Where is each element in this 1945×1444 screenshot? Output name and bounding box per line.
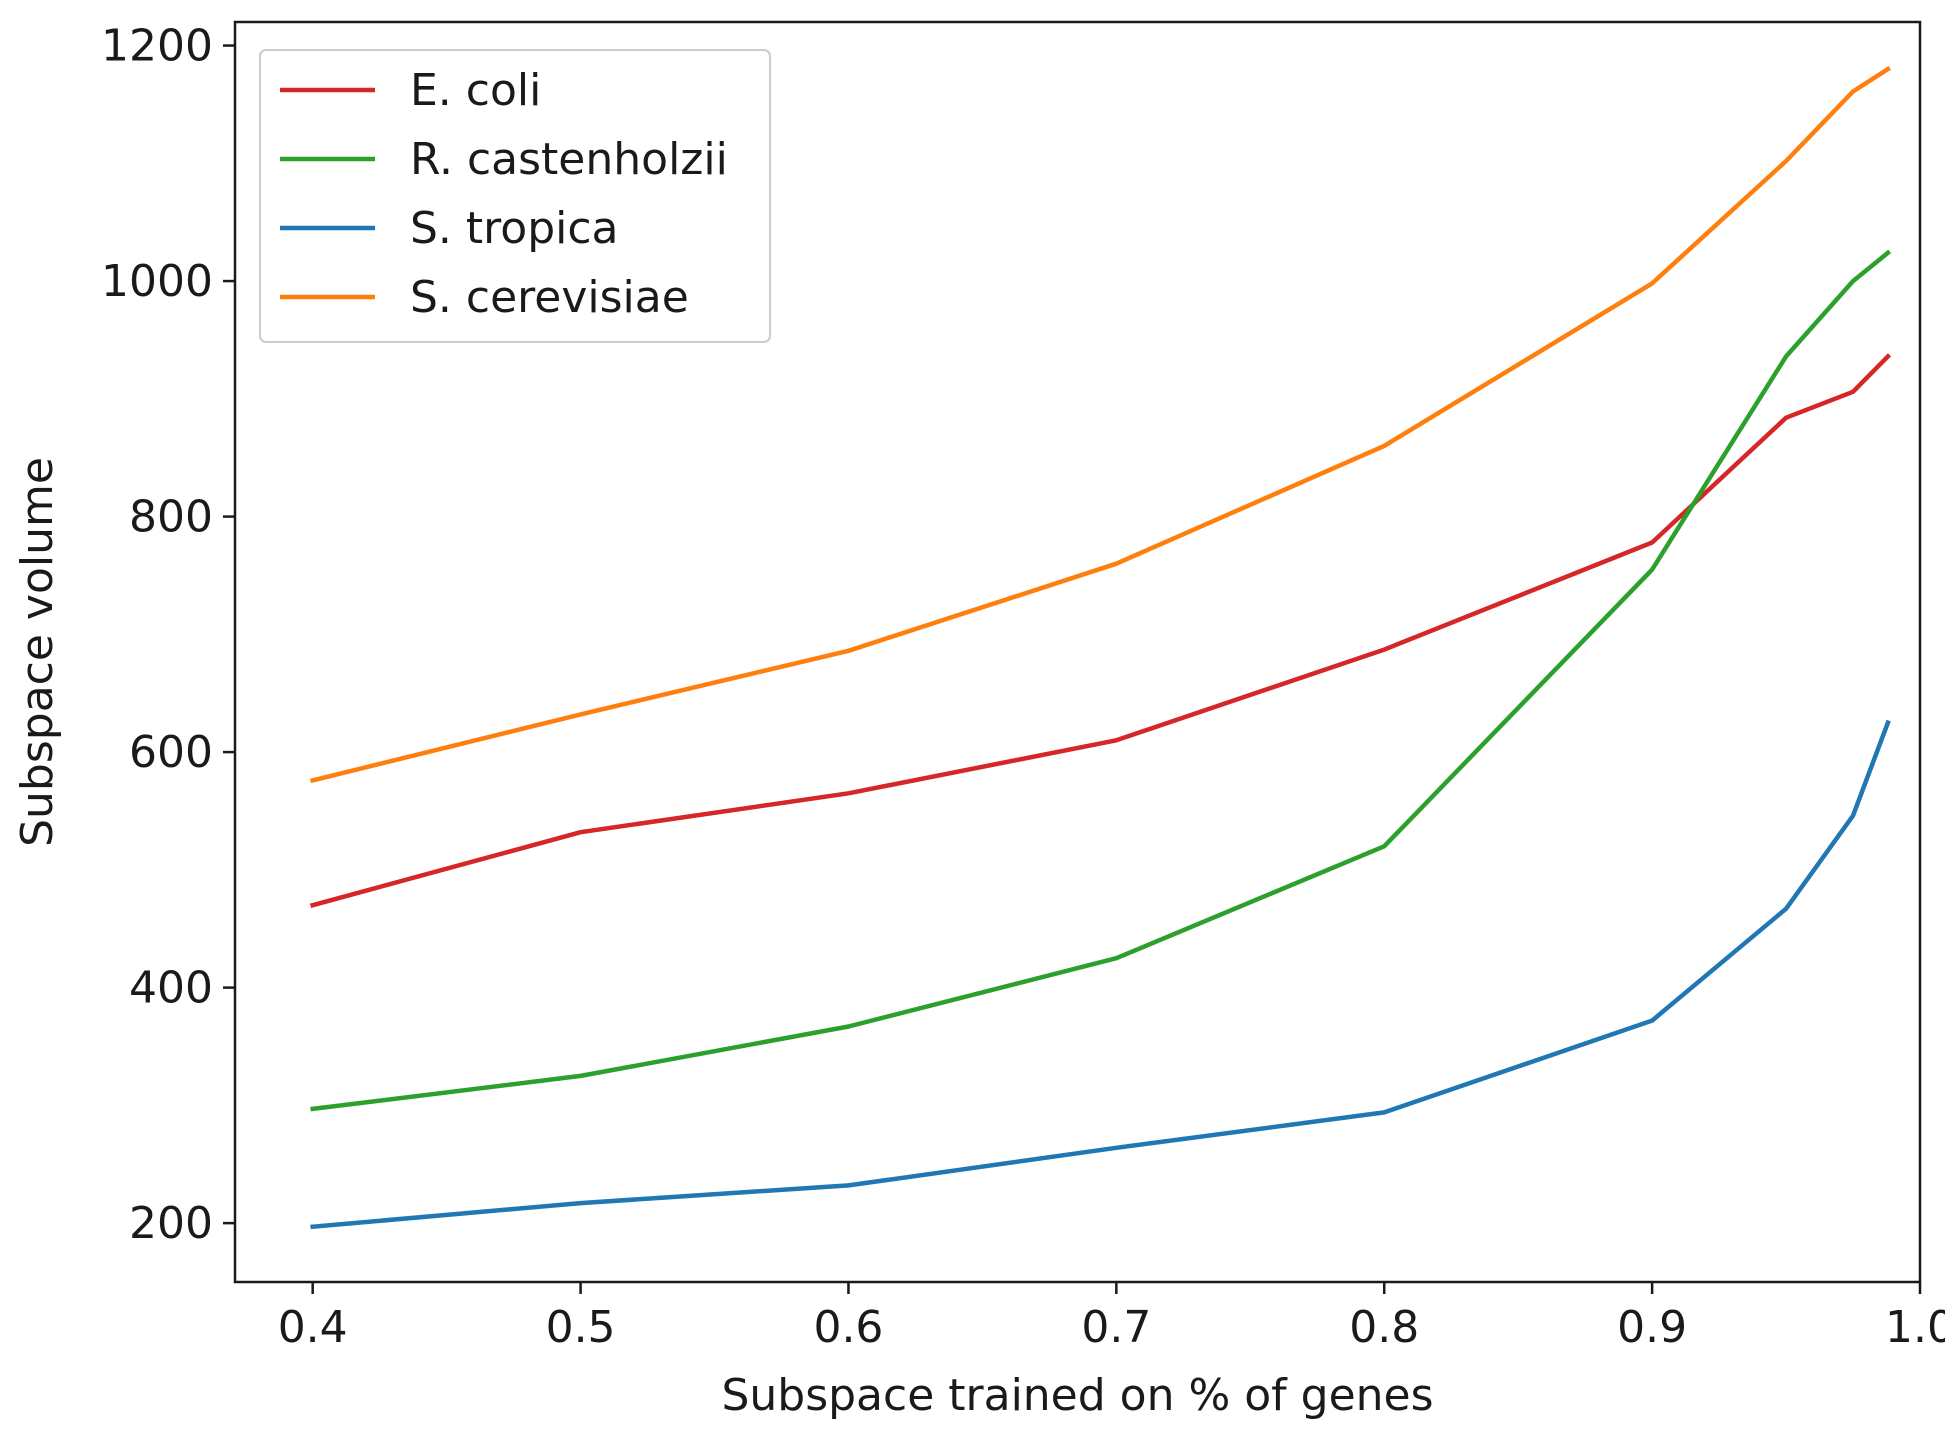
x-tick-label: 0.7 bbox=[1081, 1302, 1151, 1353]
series-line-s-cerevisiae bbox=[309, 65, 1892, 784]
series-line-s-tropica bbox=[310, 719, 1891, 1230]
plot-lines bbox=[309, 65, 1892, 1230]
legend-item: S. cerevisiae bbox=[280, 272, 689, 323]
x-axis: 0.4 0.5 0.6 0.7 0.8 0.9 1.0 bbox=[278, 1282, 1945, 1353]
x-tick-label: 0.5 bbox=[546, 1302, 616, 1353]
x-tick-label: 0.8 bbox=[1349, 1302, 1419, 1353]
y-axis: 200 400 600 800 1000 1200 bbox=[101, 21, 235, 1249]
x-axis-label: Subspace trained on % of genes bbox=[721, 1370, 1433, 1421]
legend-label: S. tropica bbox=[410, 203, 619, 254]
legend-box bbox=[259, 49, 771, 343]
legend-item: E. coli bbox=[280, 65, 541, 116]
series-line-e-coli bbox=[309, 353, 1892, 908]
legend-item: R. castenholzii bbox=[280, 134, 728, 185]
legend-label: E. coli bbox=[410, 65, 541, 116]
legend-item: S. tropica bbox=[280, 203, 619, 254]
x-tick-label: 0.9 bbox=[1617, 1302, 1687, 1353]
x-tick-label: 0.6 bbox=[813, 1302, 883, 1353]
y-tick-label: 600 bbox=[129, 727, 213, 778]
x-tick-label: 0.4 bbox=[278, 1302, 348, 1353]
y-axis-label: Subspace volume bbox=[12, 457, 63, 847]
y-tick-label: 800 bbox=[129, 492, 213, 543]
legend-label: R. castenholzii bbox=[410, 134, 728, 185]
plot-frame bbox=[233, 20, 1922, 1284]
series-line-r-castenholzii bbox=[310, 249, 1892, 1112]
y-tick-label: 1200 bbox=[101, 21, 213, 72]
legend-label: S. cerevisiae bbox=[410, 272, 689, 323]
x-tick-label: 1.0 bbox=[1885, 1302, 1945, 1353]
legend: E. coli R. castenholzii S. tropica S. cerev… bbox=[259, 49, 771, 343]
y-tick-label: 400 bbox=[129, 963, 213, 1014]
y-tick-label: 1000 bbox=[101, 256, 213, 307]
y-tick-label: 200 bbox=[129, 1198, 213, 1249]
